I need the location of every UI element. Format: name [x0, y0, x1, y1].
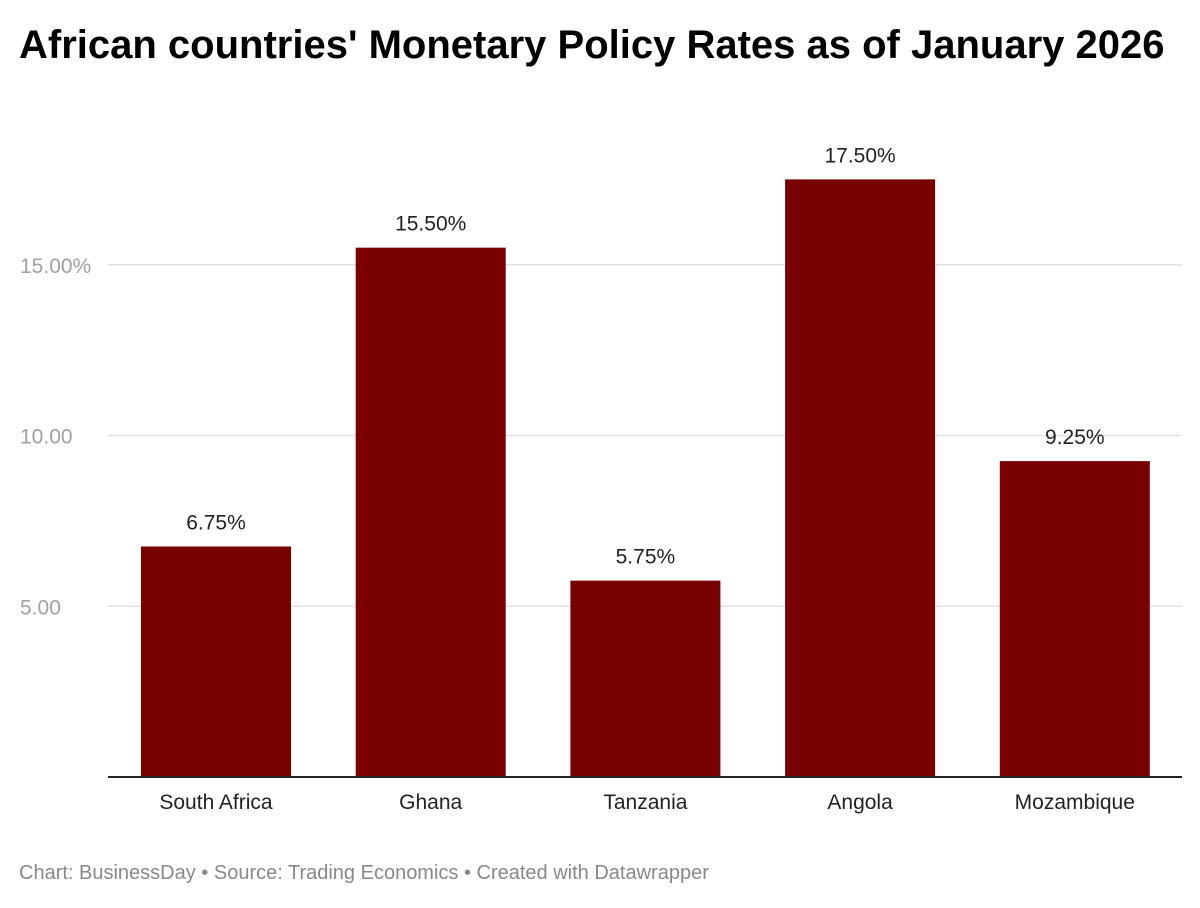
x-tick-label: Tanzania	[603, 791, 687, 814]
data-label: 9.25%	[1045, 426, 1105, 449]
y-tick-label: 15.00%	[20, 255, 91, 278]
x-tick-label: Mozambique	[1015, 791, 1135, 814]
bar	[570, 580, 721, 777]
data-label: 17.50%	[824, 144, 895, 167]
y-tick-label: 5.00	[20, 596, 61, 619]
chart-title: African countries' Monetary Policy Rates…	[19, 23, 1165, 67]
data-label: 6.75%	[186, 511, 246, 534]
y-tick-label: 10.00	[20, 426, 73, 449]
x-tick-label: Ghana	[399, 791, 462, 814]
bar	[141, 546, 291, 777]
data-label: 5.75%	[616, 546, 676, 569]
bar	[355, 247, 506, 778]
x-tick-label: South Africa	[159, 791, 273, 814]
chart-footer: Chart: BusinessDay • Source: Trading Eco…	[19, 862, 709, 884]
data-label: 15.50%	[395, 213, 466, 236]
bar	[785, 179, 936, 777]
x-tick-label: Angola	[827, 791, 893, 814]
bar	[999, 461, 1150, 777]
